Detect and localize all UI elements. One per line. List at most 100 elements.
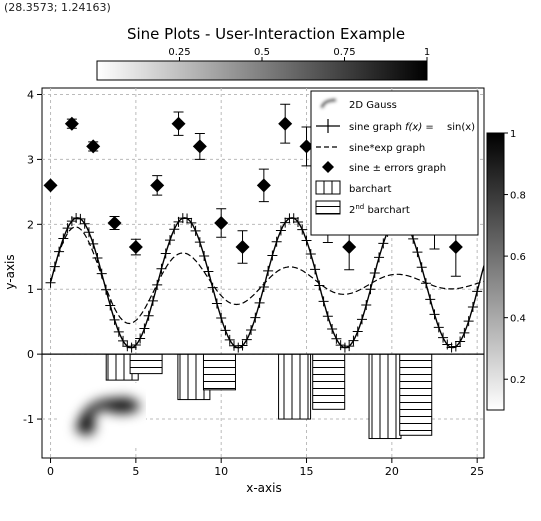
legend-sine-icon — [316, 119, 340, 133]
error-point — [64, 116, 79, 131]
sine-marker — [182, 213, 193, 224]
error-point — [43, 178, 58, 193]
bar-2nd — [202, 353, 236, 391]
sine-marker — [365, 284, 376, 295]
sine-marker — [233, 342, 244, 353]
x-tick-label: 5 — [132, 465, 139, 478]
x-tick-label: 10 — [214, 465, 228, 478]
sine-marker — [220, 325, 231, 336]
legend-bar1-label: barchart — [349, 184, 391, 195]
sine-marker — [122, 341, 133, 352]
right-colorbar: 0.2 0.4 0.6 0.8 1 — [486, 129, 526, 411]
error-point — [299, 139, 314, 154]
sine-marker — [438, 332, 449, 343]
y-tick-label: 0 — [27, 348, 34, 361]
sine-marker — [412, 247, 423, 258]
error-point — [235, 240, 250, 255]
sine-marker — [433, 322, 444, 333]
sine-marker — [335, 340, 346, 351]
legend[interactable]: 2D Gauss sine graph f(x) = sin(x) sine*e… — [310, 90, 479, 236]
sine-marker — [139, 323, 150, 334]
sine-marker — [156, 263, 167, 274]
sine-marker — [254, 297, 265, 308]
error-point — [256, 178, 271, 193]
sine-marker — [186, 217, 197, 228]
sine-marker — [49, 261, 60, 272]
sine-marker — [310, 264, 321, 275]
sine-marker — [83, 227, 94, 238]
sine-marker — [314, 280, 325, 291]
bar — [368, 353, 402, 440]
sine-marker — [147, 295, 158, 306]
x-tick-label: 15 — [300, 465, 314, 478]
sine-marker — [130, 339, 141, 350]
sine-marker — [301, 235, 312, 246]
sine-marker — [348, 335, 359, 346]
sine-marker — [446, 342, 457, 353]
sine-marker — [467, 301, 478, 312]
error-point — [448, 240, 463, 255]
sine-marker — [58, 233, 69, 244]
legend-sine-formula-lhs: f(x) = — [405, 122, 434, 133]
sine-marker — [109, 314, 120, 325]
right-colorbar-tick-label: 0.2 — [510, 375, 526, 386]
sine-marker — [135, 333, 146, 344]
error-point — [86, 139, 101, 154]
sine-marker — [71, 212, 82, 223]
legend-gauss-label: 2D Gauss — [349, 100, 397, 111]
x-axis-label: x-axis — [246, 481, 281, 495]
sine-marker — [280, 217, 291, 228]
sine-marker — [408, 233, 419, 244]
sine-marker — [459, 327, 470, 338]
legend-errors-label: sine ± errors graph — [349, 163, 446, 174]
y-tick-label: 3 — [27, 153, 34, 166]
sine-marker — [263, 265, 274, 276]
sine-marker — [352, 326, 363, 337]
y-axis-label: y-axis — [3, 254, 17, 289]
sine-marker — [118, 335, 129, 346]
sine-marker — [92, 252, 103, 263]
bar-2nd — [129, 353, 163, 375]
y-tick-label: 1 — [27, 283, 34, 296]
sine-marker — [194, 237, 205, 248]
sine-marker — [45, 277, 56, 288]
error-point — [278, 116, 293, 131]
y-tick-label: 2 — [27, 218, 34, 231]
legend-bar1-icon — [315, 180, 341, 195]
error-point — [128, 240, 143, 255]
sine-marker — [96, 268, 107, 279]
sine-marker — [318, 296, 329, 307]
sine-marker — [143, 310, 154, 321]
legend-bar2-icon — [315, 200, 341, 215]
right-colorbar-tick-label: 1 — [510, 129, 516, 140]
bar-2nd — [312, 353, 346, 410]
sine-marker — [322, 311, 333, 322]
top-colorbar-tick-label: 0.75 — [333, 47, 355, 58]
sine-marker — [164, 235, 175, 246]
sine-marker — [369, 268, 380, 279]
y-axis-ticks: -1 0 1 2 3 4 — [23, 88, 42, 426]
sine-marker — [126, 342, 137, 353]
error-point — [107, 216, 122, 231]
sine-marker — [344, 341, 355, 352]
sine-marker — [267, 250, 278, 261]
sine-marker — [75, 213, 86, 224]
sine-marker — [62, 223, 73, 234]
chart-title: Sine Plots - User-Interaction Example — [127, 25, 405, 43]
sine-marker — [429, 309, 440, 320]
sine-marker — [88, 238, 99, 249]
y-tick-label: -1 — [23, 413, 34, 426]
error-point — [342, 240, 357, 255]
sine-marker — [361, 299, 372, 310]
legend-gauss-icon — [320, 98, 337, 110]
error-point — [171, 116, 186, 131]
top-colorbar-tick-label: 0.5 — [254, 47, 270, 58]
legend-errors-icon — [322, 161, 334, 173]
legend-bar2-label: 2nd barchart — [349, 203, 410, 216]
sine-marker — [450, 341, 461, 352]
sine-marker — [297, 224, 308, 235]
sine-marker — [339, 342, 350, 353]
sine-marker — [199, 250, 210, 261]
sine-marker — [241, 334, 252, 345]
